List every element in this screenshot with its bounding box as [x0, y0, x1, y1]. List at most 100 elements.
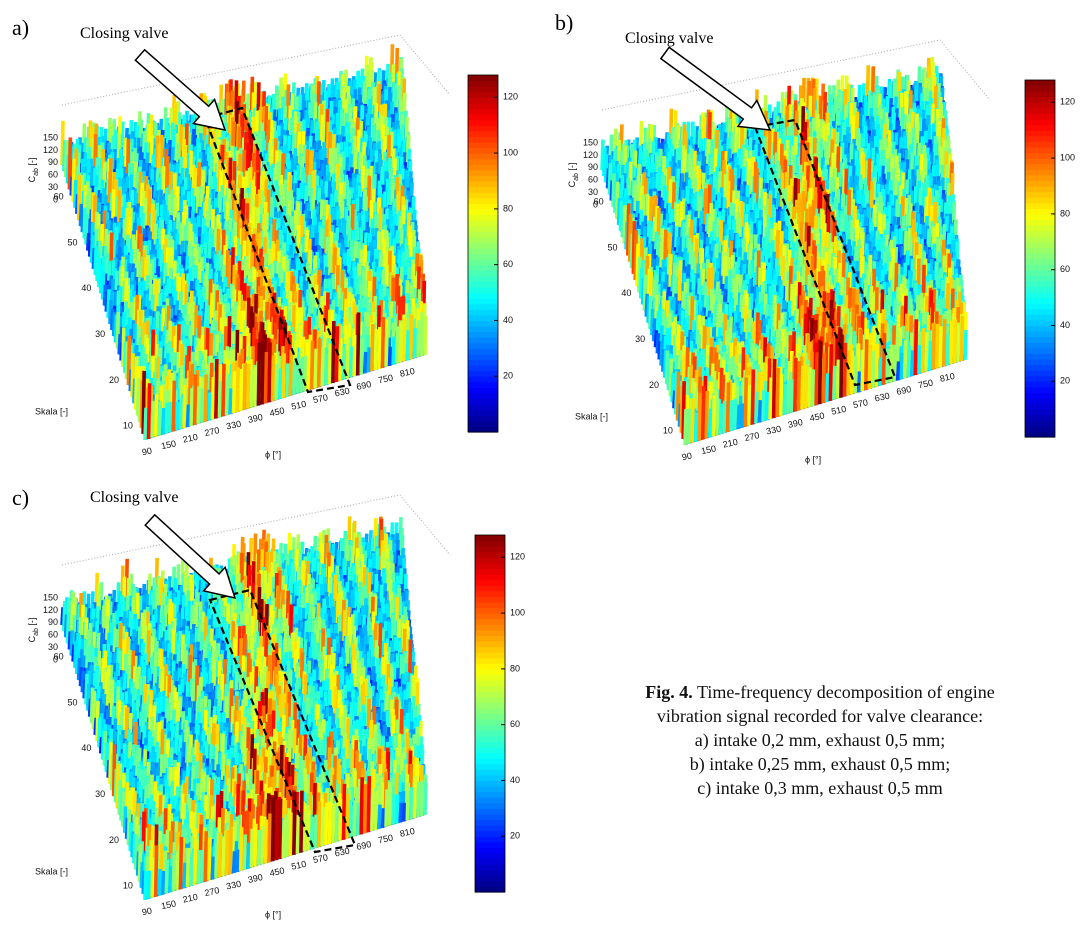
surface-spike [205, 374, 206, 421]
z-label-sub: ab [33, 168, 40, 176]
colorbar-band [468, 270, 498, 276]
surface-spike [333, 321, 334, 383]
colorbar-band [468, 293, 498, 299]
colorbar-band [468, 421, 498, 427]
surface-spike [290, 350, 291, 396]
colorbar-band [468, 81, 498, 87]
surface-spike [149, 383, 150, 439]
colorbar-band [468, 254, 498, 260]
colorbar-band [468, 287, 498, 293]
surface-spike [145, 408, 146, 440]
surface-spike [397, 326, 398, 363]
surface-spike [262, 341, 263, 404]
colorbar-band [468, 410, 498, 416]
colorbar-band [468, 242, 498, 248]
surface-spike [287, 363, 288, 397]
x-tick-label: 390 [247, 412, 264, 425]
colorbar-band [468, 332, 498, 338]
surface-spike [326, 353, 327, 385]
colorbar-band [468, 192, 498, 198]
colorbar-tick-label: 60 [503, 259, 513, 269]
x-tick-label: 270 [204, 425, 221, 438]
surface-spike [255, 367, 256, 407]
surface-spike [312, 341, 313, 390]
surface-spike [152, 401, 153, 438]
surface-spike [173, 381, 174, 432]
y-axis-label: Skala [-] [35, 406, 68, 416]
colorbar-band [468, 320, 498, 326]
colorbar-tick-label: 20 [503, 371, 513, 381]
colorbar-band [468, 175, 498, 181]
colorbar-band [468, 276, 498, 282]
surface-spike [329, 344, 330, 384]
surface-spike [421, 319, 422, 356]
colorbar-band [468, 92, 498, 98]
panel-label: a) [12, 15, 29, 40]
panel: b)Closing valve0306090120150Cab [-]10203… [555, 10, 1075, 464]
y-tick-label: 40 [81, 283, 91, 293]
x-tick-label: 570 [312, 392, 329, 405]
x-tick-label: 810 [399, 366, 416, 379]
x-axis-label: ϕ [°] [265, 449, 281, 459]
colorbar-band [468, 248, 498, 254]
surface-spike [283, 353, 284, 398]
surface-spike [244, 363, 245, 410]
colorbar-band [468, 159, 498, 165]
surface-spike [159, 401, 160, 435]
surface-spike [234, 371, 235, 413]
colorbar-band [468, 187, 498, 193]
surface-spike [269, 342, 270, 402]
surface-spike [237, 367, 238, 412]
colorbar-band [468, 404, 498, 410]
surface-spike [180, 397, 181, 429]
surface-spike [372, 324, 373, 371]
surface-spike [304, 356, 305, 392]
surface-spike [191, 388, 192, 426]
colorbar-band [468, 365, 498, 371]
y-tick-label: 30 [95, 329, 105, 339]
colorbar-band [468, 86, 498, 92]
colorbar-band [468, 148, 498, 154]
z-tick-label: 150 [43, 132, 58, 142]
colorbar-band [468, 415, 498, 421]
colorbar-band [468, 326, 498, 332]
surface-spike [195, 374, 196, 425]
colorbar-band [468, 237, 498, 243]
x-tick-label: 690 [355, 379, 372, 392]
colorbar-band [468, 343, 498, 349]
colorbar-band [468, 281, 498, 287]
colorbar-band [468, 153, 498, 159]
colorbar-band [468, 120, 498, 126]
colorbar-tick-label: 120 [503, 92, 518, 102]
surface-spike [230, 388, 231, 414]
surface-spike [163, 408, 164, 435]
colorbar-band [468, 97, 498, 103]
surface-spike [209, 393, 210, 421]
colorbar-band [468, 354, 498, 360]
colorbar-band [468, 393, 498, 399]
surface-spike [414, 328, 415, 358]
x-tick-label: 510 [290, 399, 307, 412]
colorbar-band [468, 214, 498, 220]
y-tick-label: 60 [54, 191, 64, 201]
surface-spike [156, 394, 157, 437]
surface-spike [418, 320, 419, 357]
x-tick-label: 630 [334, 386, 351, 399]
panel: a)Closing valve0306090120150Cab [-]10203… [12, 15, 518, 459]
colorbar-band [468, 114, 498, 120]
surface-spike [354, 335, 355, 377]
surface-spike [248, 364, 249, 409]
surface-spike [368, 347, 369, 372]
colorbar-band [468, 298, 498, 304]
surface-spike [170, 402, 171, 433]
surface-spike [322, 348, 323, 387]
surface-spike [411, 314, 412, 359]
surface-spike [358, 312, 359, 375]
colorbar-band [468, 309, 498, 315]
colorbar-band [468, 170, 498, 176]
colorbar-band [468, 203, 498, 209]
surface-spike [379, 327, 380, 369]
z-tick-label: 90 [48, 157, 58, 167]
surface-spike [266, 352, 267, 403]
